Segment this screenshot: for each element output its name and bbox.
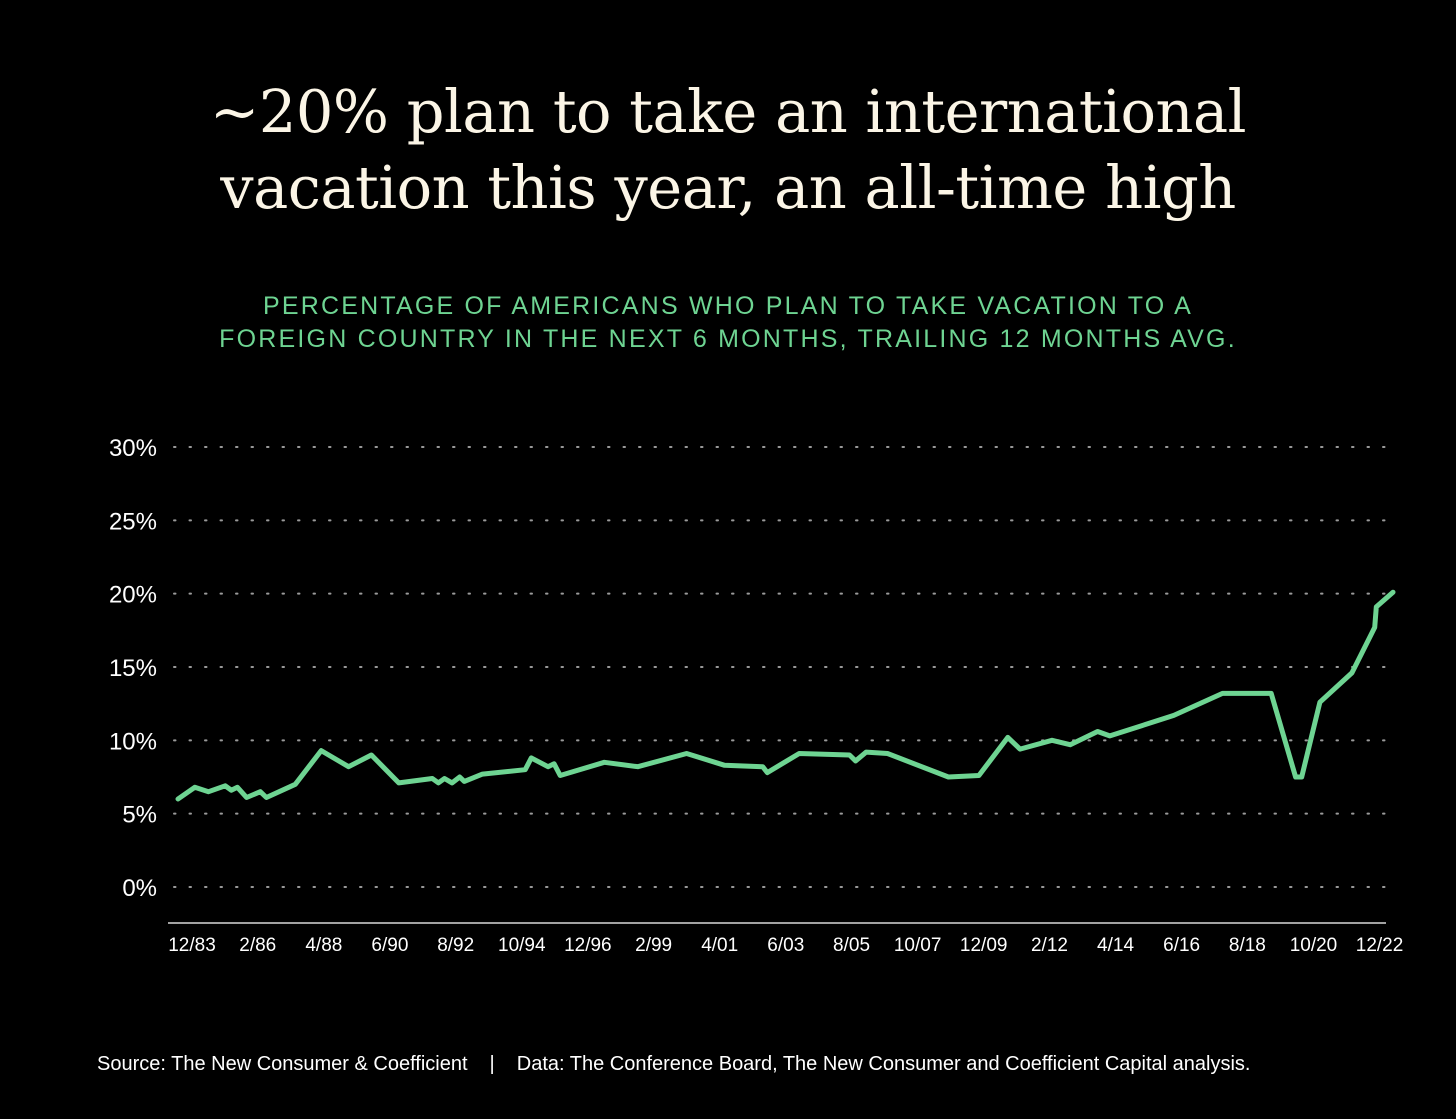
- x-tick-label: 8/92: [437, 935, 474, 956]
- x-tick-label: 4/01: [701, 935, 738, 956]
- x-tick-label: 12/22: [1356, 935, 1404, 956]
- series-line: [175, 589, 1396, 802]
- footer-data-credit: Data: The Conference Board, The New Cons…: [516, 1053, 1251, 1075]
- subtitle-line: PERCENTAGE OF AMERICANS WHO PLAN TO TAKE…: [262, 292, 1194, 320]
- x-tick-label: 6/03: [767, 935, 804, 956]
- title-line: vacation this year, an all-time high: [220, 153, 1236, 222]
- chart-subtitle: PERCENTAGE OF AMERICANS WHO PLAN TO TAKE…: [0, 290, 1456, 356]
- subtitle-line: FOREIGN COUNTRY IN THE NEXT 6 MONTHS, TR…: [219, 325, 1237, 353]
- title-line: ~20% plan to take an international: [209, 77, 1247, 146]
- gridlines: [173, 446, 1387, 888]
- x-tick-label: 6/90: [371, 935, 408, 956]
- x-tick-label: 2/99: [635, 935, 672, 956]
- y-tick-label: 0%: [122, 875, 157, 902]
- x-tick-label: 12/96: [564, 935, 612, 956]
- y-tick-label: 25%: [109, 508, 157, 535]
- x-tick-label: 4/88: [305, 935, 342, 956]
- y-tick-label: 15%: [109, 655, 157, 682]
- y-axis-tick-labels: 0% 5% 10% 15% 20% 25% 30%: [109, 435, 157, 902]
- chart-title: ~20% plan to take an international vacati…: [0, 74, 1456, 226]
- footer: Source: The New Consumer & Coefficient | D…: [97, 1053, 1250, 1076]
- y-tick-label: 5%: [122, 802, 157, 829]
- x-tick-label: 2/12: [1031, 935, 1068, 956]
- x-tick-label: 12/83: [168, 935, 216, 956]
- footer-separator: |: [489, 1053, 495, 1075]
- y-tick-label: 20%: [109, 582, 157, 609]
- y-tick-label: 30%: [109, 435, 157, 462]
- y-tick-label: 10%: [109, 728, 157, 755]
- x-tick-label: 10/20: [1290, 935, 1338, 956]
- x-tick-label: 4/14: [1097, 935, 1134, 956]
- x-tick-label: 12/09: [960, 935, 1008, 956]
- x-tick-label: 6/16: [1163, 935, 1200, 956]
- x-tick-label: 8/18: [1229, 935, 1266, 956]
- x-tick-label: 10/07: [894, 935, 942, 956]
- x-axis-tick-labels: 12/83 2/86 4/88 6/90 8/92 10/94 12/96 2/99 4/01 6…: [168, 935, 1403, 956]
- x-tick-label: 10/94: [498, 935, 546, 956]
- x-tick-label: 2/86: [239, 935, 276, 956]
- x-tick-label: 8/05: [833, 935, 870, 956]
- footer-source: Source: The New Consumer & Coefficient: [97, 1053, 468, 1075]
